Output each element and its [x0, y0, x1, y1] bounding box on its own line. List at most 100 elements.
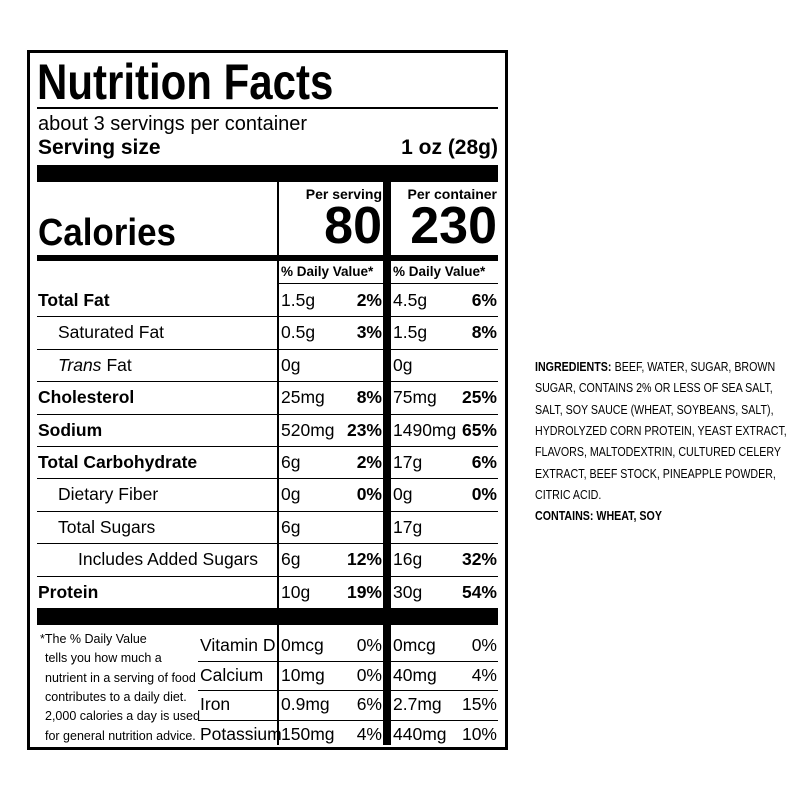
nutrient-name: Sodium: [38, 414, 102, 446]
nutrient-name-text: Total Sugars: [58, 516, 156, 537]
ingredients-line: EXTRACT, BEEF STOCK, PINEAPPLE POWDER,: [535, 465, 776, 483]
footnote-line: nutrient in a serving of food: [45, 670, 196, 685]
daily-value: 3%: [356, 322, 382, 343]
amount: 16g: [393, 549, 423, 570]
footnote-line: tells you how much a: [45, 651, 162, 666]
daily-value: 54%: [461, 581, 497, 602]
amount: 150mg: [281, 723, 335, 744]
column-header: Per container: [407, 186, 497, 202]
daily-value: 25%: [461, 387, 497, 408]
nutrient-name: Dietary Fiber: [58, 478, 158, 510]
daily-value: 0%: [471, 484, 497, 505]
vitamin-name: Vitamin D: [200, 635, 276, 655]
daily-value: 12%: [346, 549, 382, 570]
rule: [37, 413, 498, 415]
rule: [198, 660, 498, 662]
nutrient-name: Cholesterol: [38, 381, 134, 413]
amount: 0g: [393, 484, 413, 505]
amount: 10mg: [281, 664, 325, 685]
amount: 75mg: [393, 387, 437, 408]
serving-size-label: Serving size: [38, 136, 161, 159]
daily-value: 0%: [471, 635, 497, 655]
rule: [37, 608, 498, 625]
daily-value: 8%: [356, 387, 382, 408]
daily-value: 8%: [471, 322, 497, 343]
nutrient-name: Includes Added Sugars: [78, 543, 258, 575]
vitamin-name: Iron: [200, 694, 231, 714]
ingredients-label: INGREDIENTS:: [535, 359, 612, 374]
daily-value: 6%: [471, 290, 497, 310]
footnote-line: contributes to a daily diet.: [45, 689, 187, 704]
nutrient-name-text: Cholesterol: [38, 387, 135, 408]
rule: [278, 283, 498, 284]
amount: 0g: [281, 484, 301, 505]
nutrient-name-text: Sodium: [38, 419, 103, 440]
ingredients-text: SUGAR, CONTAINS 2% OR LESS OF SEA SALT,: [535, 380, 773, 396]
rule: [277, 182, 279, 745]
ingredients-line: SUGAR, CONTAINS 2% OR LESS OF SEA SALT,: [535, 379, 773, 397]
nutrient-name-text: Fat: [106, 354, 132, 375]
daily-value: 4%: [356, 723, 382, 744]
daily-value: 2%: [356, 290, 382, 310]
rule: [383, 182, 391, 745]
calories-value: 80: [324, 197, 382, 255]
amount: 25mg: [281, 387, 325, 408]
nutrient-name: Saturated Fat: [58, 316, 164, 348]
footnote-line: for general nutrition advice.: [45, 728, 196, 743]
amount: 10g: [281, 581, 311, 602]
rule: [37, 107, 498, 109]
ingredients-text: FLAVORS, MALTODEXTRIN, CULTURED CELERY: [535, 444, 782, 460]
nutrient-name: Trans Fat: [58, 349, 132, 381]
daily-value: 6%: [356, 694, 382, 714]
title: Nutrition Facts: [37, 54, 334, 110]
amount: 520mg: [281, 419, 335, 440]
amount: 0.5g: [281, 322, 316, 343]
serving-size-value: 1 oz (28g): [401, 136, 498, 159]
amount: 0mcg: [393, 635, 436, 655]
nutrient-name: Total Fat: [38, 284, 110, 316]
ingredients-text: SALT, SOY SAUCE (WHEAT, SOYBEANS, SALT),: [535, 401, 774, 417]
rule: [37, 381, 498, 383]
rule: [37, 543, 498, 545]
vitamin-name: Calcium: [200, 664, 264, 685]
ingredients-text: EXTRACT, BEEF STOCK, PINEAPPLE POWDER,: [535, 465, 776, 481]
contains: CONTAINS: WHEAT, SOY: [535, 508, 662, 524]
daily-value: 23%: [346, 419, 382, 440]
rule: [37, 165, 498, 182]
daily-value: 4%: [471, 664, 497, 685]
amount: 0.9mg: [281, 694, 330, 714]
ingredients-line: HYDROLYZED CORN PROTEIN, YEAST EXTRACT,: [535, 422, 787, 440]
amount: 1.5g: [281, 290, 316, 310]
ingredients-line: FLAVORS, MALTODEXTRIN, CULTURED CELERY: [535, 443, 781, 461]
nutrient-name: Total Carbohydrate: [38, 446, 197, 478]
amount: 6g: [281, 549, 301, 570]
column-header: Per serving: [305, 186, 382, 202]
dv-header: % Daily Value*: [393, 264, 486, 279]
rule: [37, 446, 498, 447]
daily-value: 19%: [346, 581, 382, 602]
nutrient-name-text: Saturated Fat: [58, 322, 165, 343]
rule: [37, 255, 498, 261]
rule: [37, 316, 498, 318]
daily-value: 10%: [461, 723, 497, 744]
dv-header: % Daily Value*: [281, 264, 374, 279]
servings: about 3 servings per container: [38, 113, 308, 135]
rule: [37, 348, 498, 350]
ingredients-line: CITRIC ACID.: [535, 486, 601, 504]
calories-value: 230: [410, 197, 497, 255]
nutrient-name: Total Sugars: [58, 511, 155, 543]
amount: 17g: [393, 516, 423, 537]
amount: 17g: [393, 452, 423, 472]
rule: [198, 690, 498, 691]
ingredients-line: INGREDIENTS: BEEF, WATER, SUGAR, BROWN: [535, 358, 775, 376]
daily-value: 32%: [461, 549, 497, 570]
ingredients-text: CITRIC ACID.: [535, 486, 602, 502]
daily-value: 0%: [356, 664, 382, 685]
amount: 0g: [393, 354, 413, 375]
nutrient-name-text: Protein: [38, 581, 99, 602]
vitamin-name: Potassium: [200, 723, 282, 744]
amount: 6g: [281, 516, 301, 537]
nutrient-name-text: Includes Added Sugars: [78, 549, 258, 570]
amount: 0g: [281, 354, 301, 375]
